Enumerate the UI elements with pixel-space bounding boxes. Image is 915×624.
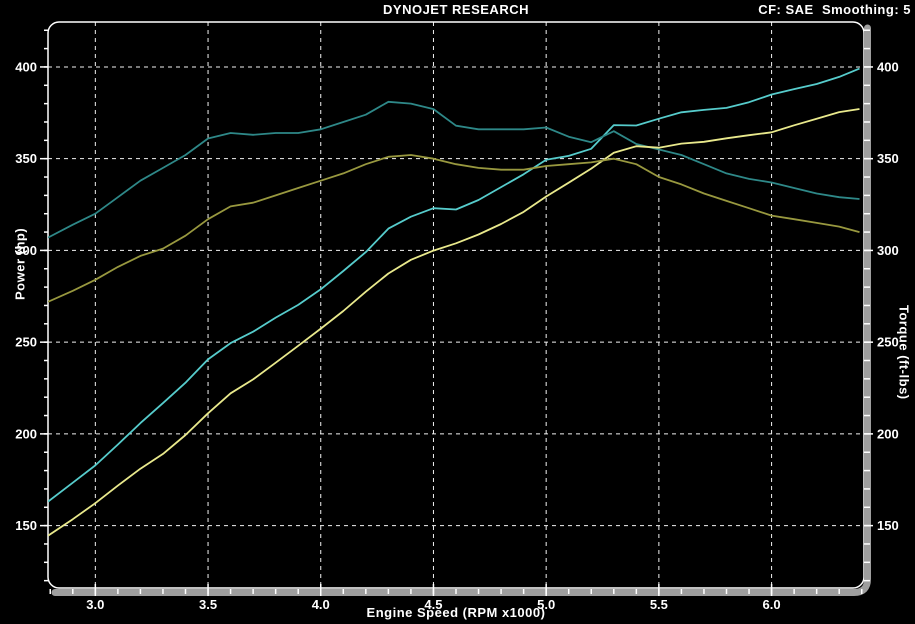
- y-tick-label-right: 200: [877, 426, 899, 441]
- x-tick-label: 4.5: [424, 597, 442, 612]
- axis-bars: [51, 24, 871, 596]
- y-tick-label-left: 350: [15, 151, 37, 166]
- y-tick-label-right: 300: [877, 243, 899, 258]
- x-tick-label: 6.0: [763, 597, 781, 612]
- y-tick-label-left: 400: [15, 59, 37, 74]
- chart-title: DYNOJET RESEARCH: [383, 2, 529, 17]
- y-tick-label-right: 400: [877, 59, 899, 74]
- y-tick-label-left: 300: [15, 243, 37, 258]
- y-tick-label-left: 250: [15, 335, 37, 350]
- y-tick-label-left: 200: [15, 426, 37, 441]
- plot-frame: [47, 21, 865, 589]
- y-tick-label-right: 350: [877, 151, 899, 166]
- curve-run2-power-hp: [48, 108, 860, 537]
- rpm-axis-label: Engine Speed (RPM x1000): [366, 605, 546, 620]
- x-tick-label: 4.0: [312, 597, 330, 612]
- x-tick-label: 3.5: [199, 597, 217, 612]
- y-tick-label-right: 150: [877, 518, 899, 533]
- y-tick-label-left: 150: [15, 518, 37, 533]
- curve-run1-power-hp: [48, 67, 860, 503]
- y-tick-label-right: 250: [877, 335, 899, 350]
- x-tick-label: 5.5: [650, 597, 668, 612]
- curve-run1-torque-ftlbs: [48, 100, 860, 239]
- correction-smoothing-info: CF: SAE Smoothing: 5: [758, 2, 911, 17]
- x-tick-label: 3.0: [86, 597, 104, 612]
- curve-run2-torque-ftlbs: [48, 154, 860, 303]
- x-tick-label: 5.0: [537, 597, 555, 612]
